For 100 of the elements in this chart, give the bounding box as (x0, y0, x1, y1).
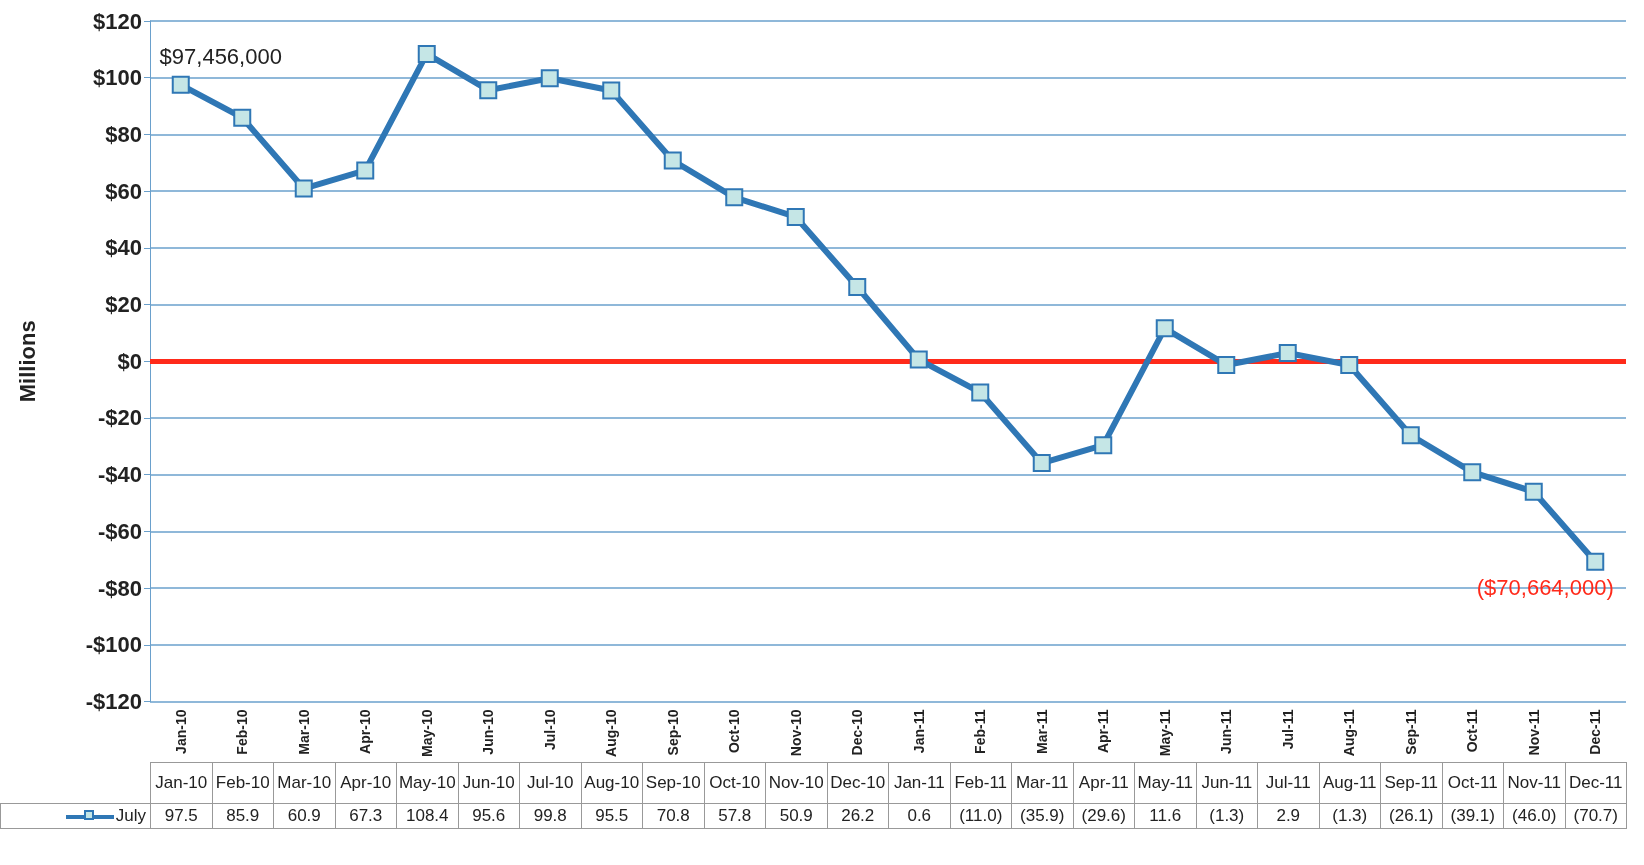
category-label: May-11 (1137, 773, 1193, 792)
data-label: 97.5 (150, 803, 212, 829)
data-label: (29.6) (1073, 803, 1135, 829)
point (1094, 436, 1113, 455)
category-label: Mar-10 (277, 773, 332, 792)
category-label: Jul-11 (1265, 773, 1311, 792)
point (971, 383, 990, 402)
data-label: 95.5 (581, 803, 643, 829)
category-label: Nov-11 (1507, 773, 1562, 792)
point (1155, 319, 1174, 338)
data-label: 67.3 (335, 803, 397, 829)
data-label: 70.8 (642, 803, 704, 829)
x-tick-label: Jun-11 (1218, 709, 1235, 754)
category-label: Sep-11 (1384, 773, 1439, 792)
category-label: Feb-11 (954, 773, 1008, 792)
data-label: (26.1) (1380, 803, 1442, 829)
point (725, 188, 744, 207)
data-label: 26.2 (827, 803, 889, 829)
category-label: May-10 (398, 773, 456, 792)
y-tick-label: -$40 (97, 462, 142, 488)
data-label: (11.0) (950, 803, 1012, 829)
point (479, 81, 498, 100)
point (1401, 426, 1420, 445)
y-tick-label: $80 (105, 121, 142, 147)
point (1586, 552, 1605, 571)
y-tick-label: $20 (105, 292, 142, 318)
x-tick-label: Jul-11 (1279, 709, 1296, 750)
category-label: Oct-11 (1447, 773, 1498, 792)
point (848, 277, 867, 296)
x-tick-label: Nov-10 (787, 709, 804, 757)
y-tick-label: $100 (93, 65, 142, 91)
x-tick-label: Nov-11 (1525, 709, 1542, 756)
point (1032, 454, 1051, 473)
x-tick-label: Jan-11 (910, 709, 927, 754)
y-tick-label: $60 (105, 178, 142, 204)
x-tick-label: Jan-10 (172, 709, 189, 754)
x-tick-label: May-11 (1156, 709, 1173, 757)
point (786, 207, 805, 226)
point (1524, 482, 1543, 501)
y-tick-label: $40 (105, 235, 142, 261)
y-tick-label: $120 (93, 8, 142, 34)
x-tick-label: Jul-10 (541, 709, 558, 750)
point (1340, 355, 1359, 374)
data-label: 99.8 (519, 803, 581, 829)
point (1217, 355, 1236, 374)
x-tick-label: Apr-10 (357, 709, 374, 754)
category-label: Aug-10 (584, 773, 640, 792)
y-tick-label: -$120 (85, 689, 142, 715)
data-label: 95.6 (458, 803, 520, 829)
x-tick-label: Jun-10 (480, 709, 497, 755)
category-label: Nov-10 (768, 773, 824, 792)
category-label: Jan-11 (893, 773, 945, 792)
data-label: 57.8 (704, 803, 766, 829)
y-tick-label: -$60 (97, 518, 142, 544)
x-tick-label: Dec-10 (849, 709, 866, 756)
category-label: Mar-11 (1015, 773, 1069, 792)
point (1463, 463, 1482, 482)
point (909, 350, 928, 369)
x-tick-label: Apr-11 (1095, 709, 1112, 754)
x-tick-label: Feb-11 (972, 709, 989, 754)
point (663, 151, 682, 170)
x-tick-label: Sep-10 (664, 709, 681, 756)
category-label: Jun-10 (462, 773, 515, 792)
x-tick-label: Dec-11 (1587, 709, 1604, 755)
category-label: Jun-11 (1201, 773, 1253, 792)
x-tick-label: Mar-11 (1033, 709, 1050, 754)
data-label: 0.6 (888, 803, 950, 829)
x-tick-label: Oct-10 (726, 709, 743, 754)
category-label: Jul-10 (527, 773, 574, 792)
x-tick-label: Sep-11 (1402, 709, 1419, 755)
data-label: 108.4 (396, 803, 458, 829)
data-label: (1.3) (1196, 803, 1258, 829)
point (233, 108, 252, 127)
data-label: 2.9 (1257, 803, 1319, 829)
category-label: Dec-10 (830, 773, 886, 792)
point (602, 81, 621, 100)
data-label: (35.9) (1011, 803, 1073, 829)
point (171, 75, 190, 94)
x-tick-label: May-10 (418, 709, 435, 757)
category-label: Dec-11 (1568, 773, 1623, 792)
y-tick-label: $0 (117, 348, 142, 374)
x-tick-label: Feb-10 (234, 709, 251, 755)
data-label: 11.6 (1134, 803, 1196, 829)
x-tick-label: Mar-10 (295, 709, 312, 755)
data-label: 50.9 (765, 803, 827, 829)
data-label: 60.9 (273, 803, 335, 829)
legend-label: July (0, 803, 151, 829)
point (417, 44, 436, 63)
point (356, 161, 375, 180)
x-tick-label: Oct-11 (1464, 709, 1481, 753)
category-label: Apr-10 (340, 773, 392, 792)
category-label: Sep-10 (645, 773, 701, 792)
point (294, 179, 313, 198)
category-label: Oct-10 (709, 773, 761, 792)
category-label: Aug-11 (1322, 773, 1377, 792)
category-label: Jan-10 (155, 773, 208, 792)
annotation: ($70,664,000) (1476, 575, 1614, 601)
x-tick-label: Aug-11 (1341, 709, 1358, 757)
category-label: Feb-10 (215, 773, 270, 792)
data-label: (39.1) (1442, 803, 1504, 829)
